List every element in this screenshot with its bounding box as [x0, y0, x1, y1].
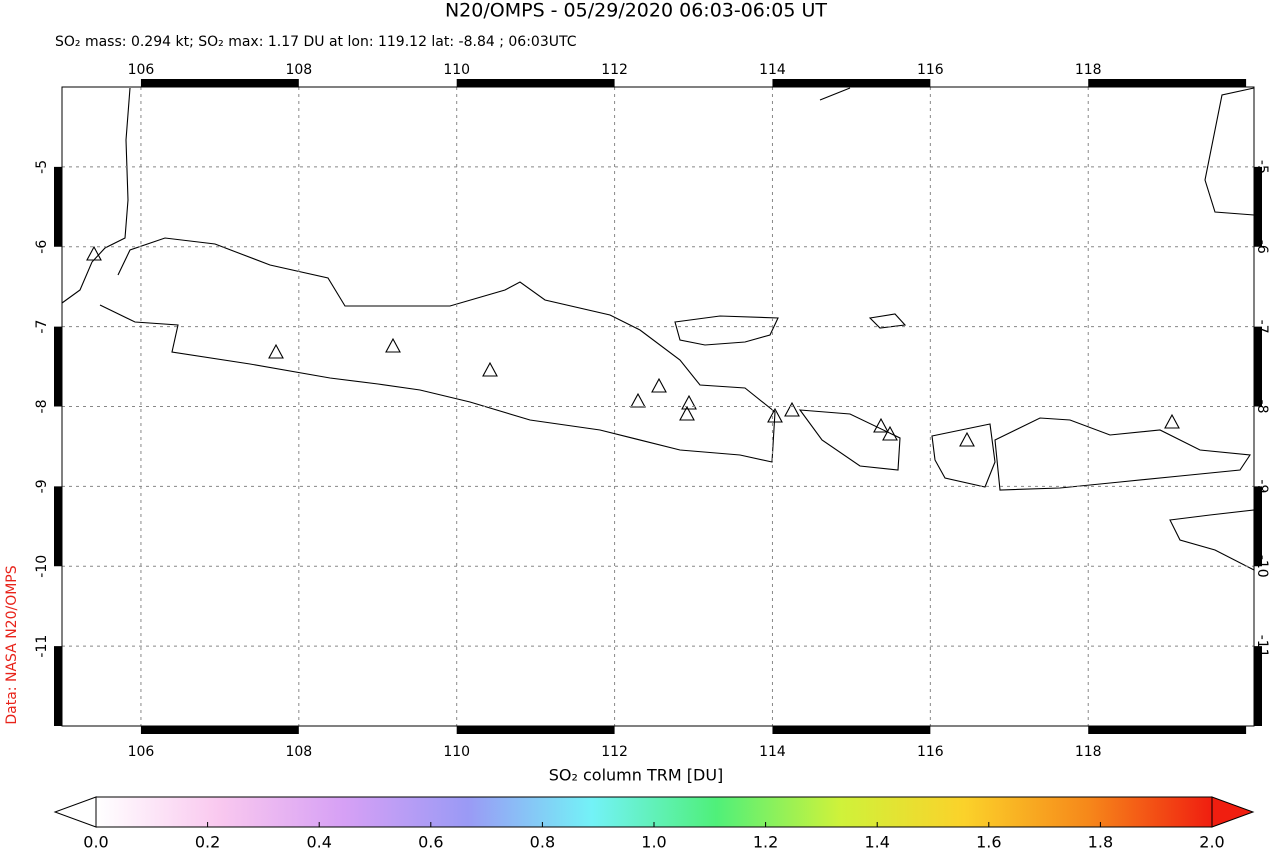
volcano: [873, 417, 889, 433]
frame-segment: [456, 79, 615, 87]
y-tick-label: -6: [34, 240, 50, 254]
frame-segment: [1088, 726, 1247, 734]
colorbar: SO₂ column TRM [DU] 0.0 0.2 0.4 0.6 0.8 1.0 1.…: [53, 766, 1255, 852]
coastline: [819, 87, 1255, 216]
volcano: [679, 405, 695, 421]
frame-segment: [772, 726, 931, 734]
x-tick-label: 118: [1075, 62, 1102, 78]
x-tick-label: 116: [917, 62, 944, 78]
y-tick-label: -9: [34, 479, 50, 493]
y-tick-label: -11: [34, 635, 50, 658]
volcano: [681, 394, 697, 410]
y-tick-label: -6: [1254, 240, 1270, 254]
colorbar-tick-label: 2.0: [1199, 833, 1224, 852]
y-tick-label: -5: [1254, 160, 1270, 174]
y-tick-label: -5: [34, 160, 50, 174]
x-tick-label: 112: [601, 62, 628, 78]
volcano: [784, 401, 800, 417]
y-tick-label: -11: [1254, 635, 1270, 658]
colorbar-tick-label: 1.6: [976, 833, 1001, 852]
frame-segment: [772, 79, 931, 87]
frame-segment: [140, 79, 299, 87]
coastline: [931, 423, 996, 488]
coastline: [674, 315, 779, 346]
frame-segment: [54, 646, 62, 726]
colorbar-tick-label: 0.8: [530, 833, 555, 852]
colorbar-over: [1211, 796, 1255, 828]
coastline: [61, 87, 131, 304]
x-tick-label: 116: [917, 744, 944, 760]
colorbar-tick-label: 0.4: [306, 833, 331, 852]
frame-segment: [1254, 486, 1262, 567]
x-tick-label: 106: [128, 62, 155, 78]
x-tick-label: 106: [128, 744, 155, 760]
frame-segment: [1254, 166, 1262, 247]
colorbar-tick-label: 1.4: [864, 833, 889, 852]
y-tick-label: -9: [1254, 479, 1270, 493]
colorbar-label: SO₂ column TRM [DU]: [549, 766, 724, 785]
colorbar-tick-label: 0.2: [195, 833, 220, 852]
frame-segment: [1254, 646, 1262, 726]
grid: [62, 87, 1254, 726]
colorbar-tick-label: 1.2: [753, 833, 778, 852]
y-tick-label: -10: [34, 555, 50, 578]
volcano: [1164, 413, 1180, 429]
volcano: [385, 337, 401, 353]
volcano: [482, 361, 498, 377]
y-tick-label: -8: [34, 400, 50, 414]
x-tick-label: 112: [601, 744, 628, 760]
x-tick-label: 110: [443, 62, 470, 78]
volcano: [86, 245, 102, 261]
frame-segment: [456, 726, 615, 734]
x-tick-label: 114: [759, 62, 786, 78]
credit: Data: NASA N20/OMPS: [4, 565, 20, 724]
x-tick-label: 118: [1075, 744, 1102, 760]
frame-segment: [54, 486, 62, 567]
volcano: [651, 377, 667, 393]
x-tick-label: 114: [759, 744, 786, 760]
volcano: [268, 343, 284, 359]
colorbar-tick-label: 0.0: [83, 833, 108, 852]
colorbar-tick-label: 1.0: [641, 833, 666, 852]
x-tick-label: 108: [285, 62, 312, 78]
subtitle: SO₂ mass: 0.294 kt; SO₂ max: 1.17 DU at …: [55, 34, 577, 50]
colorbar-tick-label: 0.6: [418, 833, 443, 852]
x-tick-label: 110: [443, 744, 470, 760]
frame: [54, 79, 1262, 734]
volcano: [882, 425, 898, 441]
frame-segment: [1254, 326, 1262, 407]
colorbar-tick-label: 1.8: [1088, 833, 1113, 852]
frame-segment: [54, 326, 62, 407]
y-tick-label: -7: [1254, 320, 1270, 334]
x-tick-label: 108: [285, 744, 312, 760]
colorbar-under: [53, 796, 97, 828]
frame-segment: [1088, 79, 1247, 87]
title: N20/OMPS - 05/29/2020 06:03-06:05 UT: [445, 0, 827, 22]
y-tick-label: -8: [1254, 400, 1270, 414]
frame-segment: [140, 726, 299, 734]
axis-labels: 106 106 108 108 110 110 112 112 114 114 116 116 118 1…: [34, 62, 1270, 760]
volcano: [959, 431, 975, 447]
coastlines: [61, 87, 1255, 571]
coastline: [868, 313, 907, 329]
coastline: [994, 417, 1251, 491]
frame-segment: [54, 166, 62, 247]
y-tick-label: -10: [1254, 555, 1270, 578]
coastline: [798, 409, 901, 471]
coastline: [99, 237, 776, 463]
volcano: [767, 407, 783, 423]
y-tick-label: -7: [34, 320, 50, 334]
